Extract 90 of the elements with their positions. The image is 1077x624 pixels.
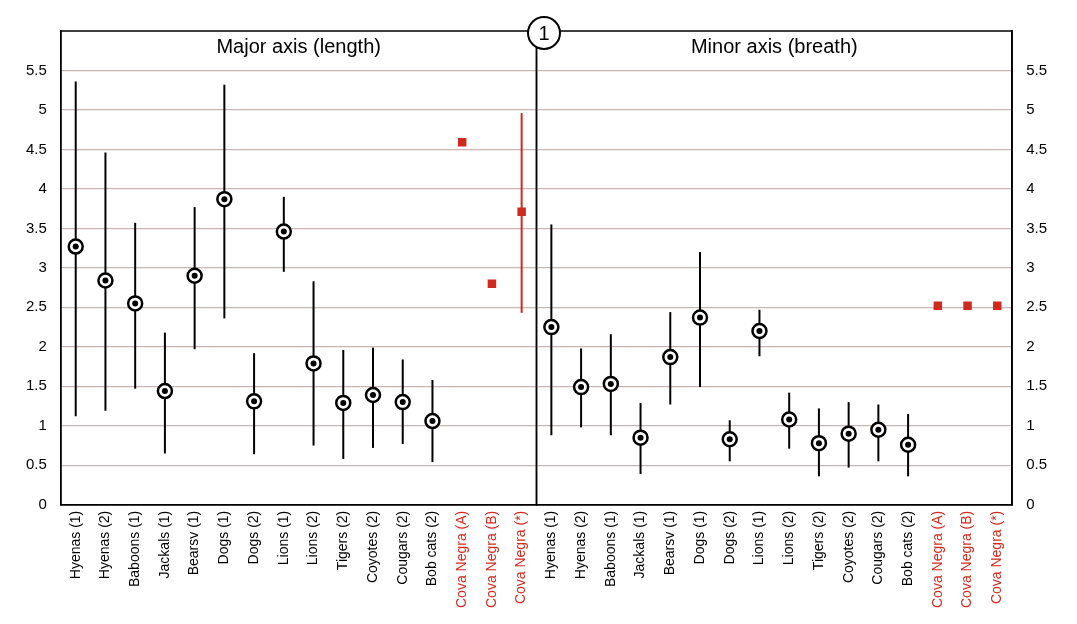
point: [780, 411, 798, 428]
point: [751, 322, 768, 340]
point: [186, 267, 203, 285]
point: [963, 301, 972, 311]
point: [67, 238, 84, 255]
x-tick-label: Cova Negra (A): [928, 510, 945, 609]
x-tick-label: Jackals (1): [631, 510, 648, 579]
x-tick-label: Cova Negra (*): [512, 510, 529, 605]
x-tick-label: Lions (1): [750, 510, 767, 566]
y-tick-label: 4: [38, 179, 47, 197]
point: [305, 355, 322, 372]
point: [424, 412, 441, 430]
point: [691, 309, 709, 326]
point: [216, 190, 233, 208]
y-tick-label: 0.5: [1026, 455, 1048, 473]
x-tick-label: Cova Negra (B): [482, 510, 499, 609]
y-tick-label: 0: [1026, 494, 1035, 512]
point: [572, 378, 590, 396]
x-tick-label: Baboons (1): [601, 510, 618, 588]
y-tick-label: 1.5: [25, 376, 47, 394]
y-tick-label: 1: [38, 415, 47, 433]
x-tick-label: Coyotes (2): [839, 510, 856, 584]
x-tick-label: Coyotes (2): [363, 510, 380, 584]
y-tick-label: 5: [1026, 100, 1035, 118]
x-tick-label: Tigers (2): [334, 510, 351, 571]
x-tick-label: Bob cats (2): [898, 510, 915, 587]
chart-title: Minor axis (breath): [690, 34, 858, 57]
x-tick-label: Hyenas (2): [571, 510, 588, 580]
x-tick-label: Dogs (1): [215, 510, 232, 565]
x-tick-label: Lions (2): [304, 510, 321, 566]
y-tick-label: 2.5: [1026, 297, 1048, 315]
x-tick-label: Hyenas (1): [66, 510, 83, 580]
y-tick-label: 1: [1026, 415, 1035, 433]
point: [870, 421, 887, 438]
x-tick-label: Cougars (2): [869, 510, 886, 585]
y-tick-label: 3: [1026, 258, 1035, 276]
y-tick-label: 2: [1026, 336, 1035, 354]
x-tick-label: Cova Negra (A): [453, 510, 470, 609]
point: [810, 434, 828, 452]
y-tick-label: 3.5: [1026, 218, 1048, 236]
x-tick-label: Lions (2): [780, 510, 797, 566]
annotation: 1: [527, 16, 561, 50]
y-tick-label: 0.5: [25, 455, 47, 473]
point: [335, 394, 352, 412]
y-tick-label: 2: [38, 336, 47, 354]
x-tick-label: Hyenas (2): [96, 510, 113, 580]
x-tick-label: Bearsv (1): [185, 510, 202, 576]
chart-title: Major axis (length): [216, 34, 381, 57]
x-tick-label: Cova Negra (*): [988, 510, 1005, 605]
y-tick-label: 4: [1026, 179, 1035, 197]
x-tick-label: Jackals (1): [155, 510, 172, 579]
point: [632, 429, 649, 446]
x-tick-label: Baboons (1): [126, 510, 143, 588]
x-tick-label: Dogs (2): [720, 510, 737, 565]
y-tick-label: 0: [38, 494, 47, 512]
x-tick-label: Hyenas (1): [542, 510, 559, 580]
point: [543, 318, 560, 336]
point: [721, 430, 738, 448]
y-tick-label: 4.5: [25, 139, 47, 157]
point: [126, 295, 144, 312]
point: [840, 425, 857, 442]
point: [993, 301, 1002, 311]
point: [394, 393, 411, 411]
y-tick-label: 5: [38, 100, 47, 118]
x-tick-label: Dogs (2): [244, 510, 261, 565]
x-tick-label: Dogs (1): [690, 510, 707, 565]
y-tick-label: 1.5: [1026, 376, 1048, 394]
x-tick-label: Lions (1): [274, 510, 291, 566]
point: [245, 393, 263, 410]
point: [97, 272, 114, 289]
y-tick-label: 5.5: [25, 60, 47, 78]
point: [364, 386, 382, 404]
point: [662, 348, 679, 366]
y-tick-label: 5.5: [1026, 60, 1048, 78]
point: [899, 436, 917, 453]
y-tick-label: 4.5: [1026, 139, 1048, 157]
point: [517, 207, 526, 217]
point: [457, 138, 467, 147]
y-tick-label: 3: [38, 258, 47, 276]
x-tick-label: Bob cats (2): [423, 510, 440, 587]
x-tick-label: Cougars (2): [393, 510, 410, 585]
point: [602, 375, 620, 393]
x-tick-label: Tigers (2): [809, 510, 826, 571]
x-tick-label: Cova Negra (B): [958, 510, 975, 609]
point: [275, 223, 293, 240]
y-tick-label: 3.5: [25, 218, 47, 236]
point: [156, 382, 174, 400]
x-tick-label: Bearsv (1): [661, 510, 678, 576]
y-tick-label: 2.5: [25, 297, 47, 315]
point: [487, 279, 497, 288]
